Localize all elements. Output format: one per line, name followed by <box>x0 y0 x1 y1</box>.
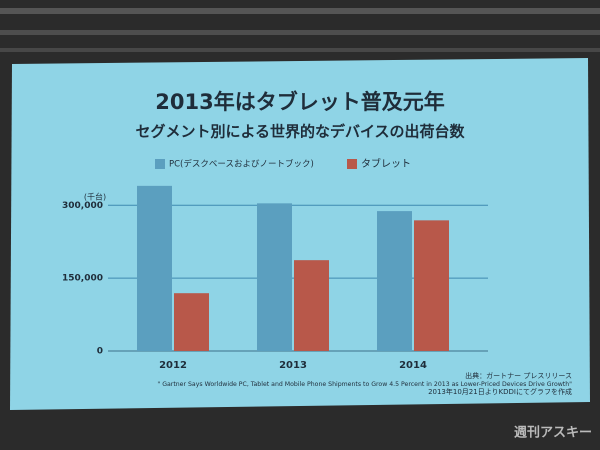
legend-label: PC(デスクベースおよびノートブック) <box>169 159 314 170</box>
bar <box>377 211 412 351</box>
y-tick-label: 150,000 <box>62 274 103 284</box>
source-quote: " Gartner Says Worldwide PC, Tablet and … <box>157 381 572 388</box>
legend-swatch <box>155 159 165 169</box>
bar <box>257 203 292 351</box>
y-unit: (千台) <box>84 192 106 202</box>
ceiling-stripe <box>0 8 600 14</box>
y-tick-label: 0 <box>97 347 103 357</box>
legend-label: タブレット <box>361 157 411 170</box>
bar <box>137 185 172 351</box>
x-tick-label: 2013 <box>279 360 307 371</box>
ceiling-stripe <box>0 48 600 52</box>
source-note: 2013年10月21日よりKDDIにてグラフを作成 <box>428 387 572 396</box>
x-tick-label: 2014 <box>399 360 427 371</box>
bar <box>414 220 449 351</box>
bar <box>174 293 209 351</box>
y-tick-label: 300,000 <box>62 201 103 211</box>
source: 出典：ガートナー プレスリリース <box>465 371 572 380</box>
ceiling-stripe <box>0 30 600 35</box>
watermark: 週刊アスキー <box>514 426 592 441</box>
chart-title: 2013年はタブレット普及元年 <box>155 90 444 114</box>
bar <box>294 260 329 351</box>
chart-subtitle: セグメント別による世界的なデバイスの出荷台数 <box>135 123 465 141</box>
legend-swatch <box>347 159 357 169</box>
x-tick-label: 2012 <box>159 360 187 371</box>
